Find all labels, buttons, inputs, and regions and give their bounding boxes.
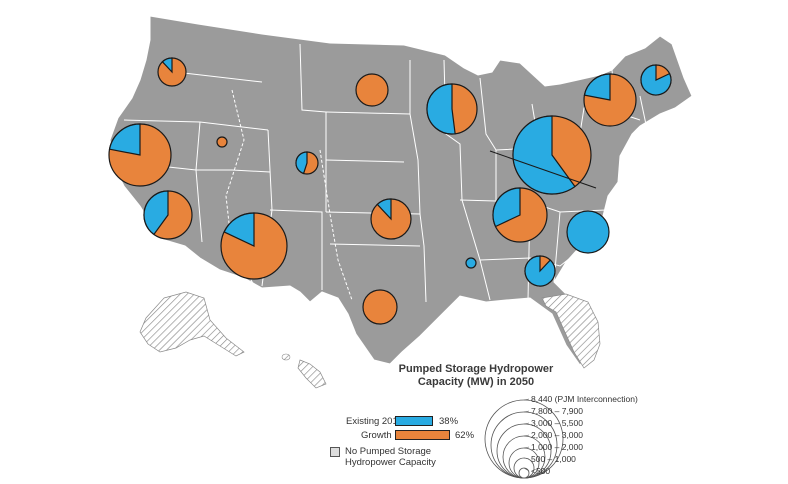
existing-slice [583, 73, 611, 101]
pie-kansas [370, 198, 412, 240]
existing-slice [426, 83, 456, 135]
size-legend-leader [523, 446, 530, 449]
growth-slice [362, 289, 398, 325]
size-legend-leader [523, 422, 530, 425]
size-label: <500 [531, 466, 551, 476]
size-legend-leader [523, 467, 530, 472]
legend-title-line2: Capacity (MW) in 2050 [417, 376, 535, 388]
pie-carolinas [566, 210, 610, 254]
size-label: 3,000 – 5,500 [531, 418, 583, 428]
growth-swatch [395, 430, 450, 440]
size-label: 2,000 – 3,000 [531, 430, 583, 440]
pie-northern-california [108, 123, 172, 187]
pie-montana [355, 73, 389, 107]
hawaii-hatched [297, 359, 327, 389]
pjm-leader-line [489, 150, 597, 189]
florida-hatched [541, 293, 601, 369]
size-label: 8,440 (PJM Interconnection) [531, 394, 638, 404]
existing-slice [295, 151, 308, 175]
interconnection-boundaries [225, 89, 353, 301]
existing-slice [108, 123, 141, 156]
pie-arizona [220, 212, 288, 280]
no-capacity-swatch [330, 447, 340, 457]
pie-great-lakes [426, 83, 478, 135]
size-legend-leader [523, 457, 530, 460]
pie-southern-california [143, 190, 193, 240]
legend-title: Pumped Storage Hydropower Capacity (MW) … [396, 363, 556, 389]
pie-washington [157, 57, 187, 87]
existing-slice [223, 212, 255, 247]
size-label: 500 – 1,000 [531, 454, 576, 464]
growth-slice [355, 73, 389, 107]
size-label: 7,800 – 7,900 [531, 406, 583, 416]
existing-slice [566, 210, 610, 254]
pie-colorado [295, 151, 319, 175]
capacity-pies [108, 57, 672, 325]
existing-slice [143, 190, 169, 236]
growth-slice [216, 136, 228, 148]
size-legend-leader [523, 398, 530, 401]
pie-tennessee-valley [492, 187, 548, 243]
pie-pjm-interconnection [512, 115, 592, 195]
legend-title-line1: Pumped Storage Hydropower [398, 363, 554, 375]
growth-legend-pct: 62% [455, 430, 475, 441]
existing-legend-pct: 38% [439, 416, 459, 427]
size-legend-leader [523, 434, 530, 437]
no-capacity-line1: No Pumped Storage [345, 446, 432, 457]
existing-slice [512, 115, 576, 195]
no-capacity-line2: Hydropower Capacity [345, 457, 436, 468]
pie-nevada [216, 136, 228, 148]
existing-slice [524, 255, 556, 287]
pie-new-york [583, 73, 637, 127]
pie-mississippi [465, 257, 477, 269]
size-legend-leader [523, 410, 530, 413]
pie-texas [362, 289, 398, 325]
existing-slice [640, 64, 672, 96]
existing-slice [161, 57, 173, 74]
size-legend-leaders [523, 398, 530, 472]
existing-slice [376, 198, 392, 221]
size-legend-circle [518, 467, 530, 479]
existing-slice [492, 187, 521, 228]
existing-swatch [395, 416, 433, 426]
size-label: 1,000 – 2,000 [531, 442, 583, 452]
hawaii-island-hatched [281, 353, 291, 361]
pie-new-england [640, 64, 672, 96]
no-capacity-label: No Pumped Storage Hydropower Capacity [345, 446, 436, 468]
growth-legend-label: Growth [361, 430, 392, 441]
pie-georgia [524, 255, 556, 287]
alaska-hatched [139, 291, 245, 357]
existing-slice [465, 257, 477, 269]
existing-legend-label: Existing 2015 [346, 416, 404, 427]
